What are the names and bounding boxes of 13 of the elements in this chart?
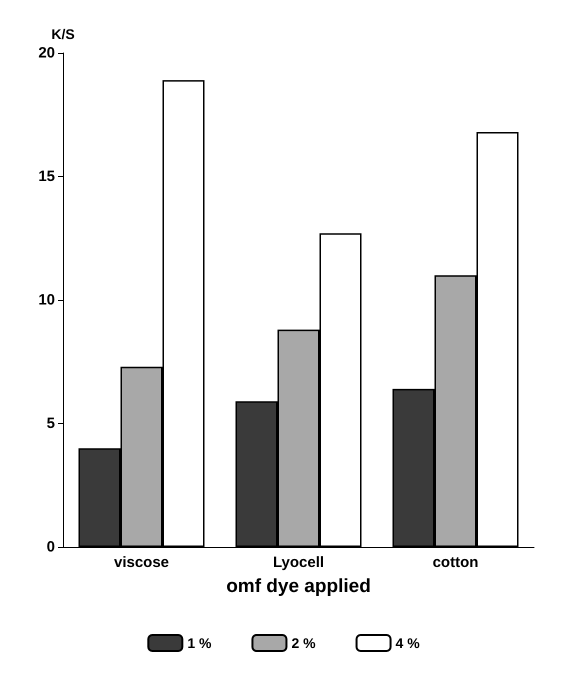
y-tick-label: 5	[46, 415, 55, 432]
y-tick-label: 20	[38, 44, 55, 62]
y-tick-label: 15	[38, 168, 55, 185]
legend-label: 1 %	[187, 635, 212, 651]
y-tick-label: 10	[38, 292, 55, 308]
legend-label: 4 %	[396, 635, 420, 651]
x-tick-label: Lyocell	[272, 554, 324, 571]
y-axis-title: K/S	[51, 26, 75, 42]
y-tick-label: 0	[46, 538, 55, 556]
x-tick-label: viscose	[114, 554, 170, 571]
x-tick-label: cotton	[432, 554, 478, 571]
legend-label: 2 %	[291, 635, 316, 651]
x-axis-title: omf dye applied	[226, 576, 371, 597]
